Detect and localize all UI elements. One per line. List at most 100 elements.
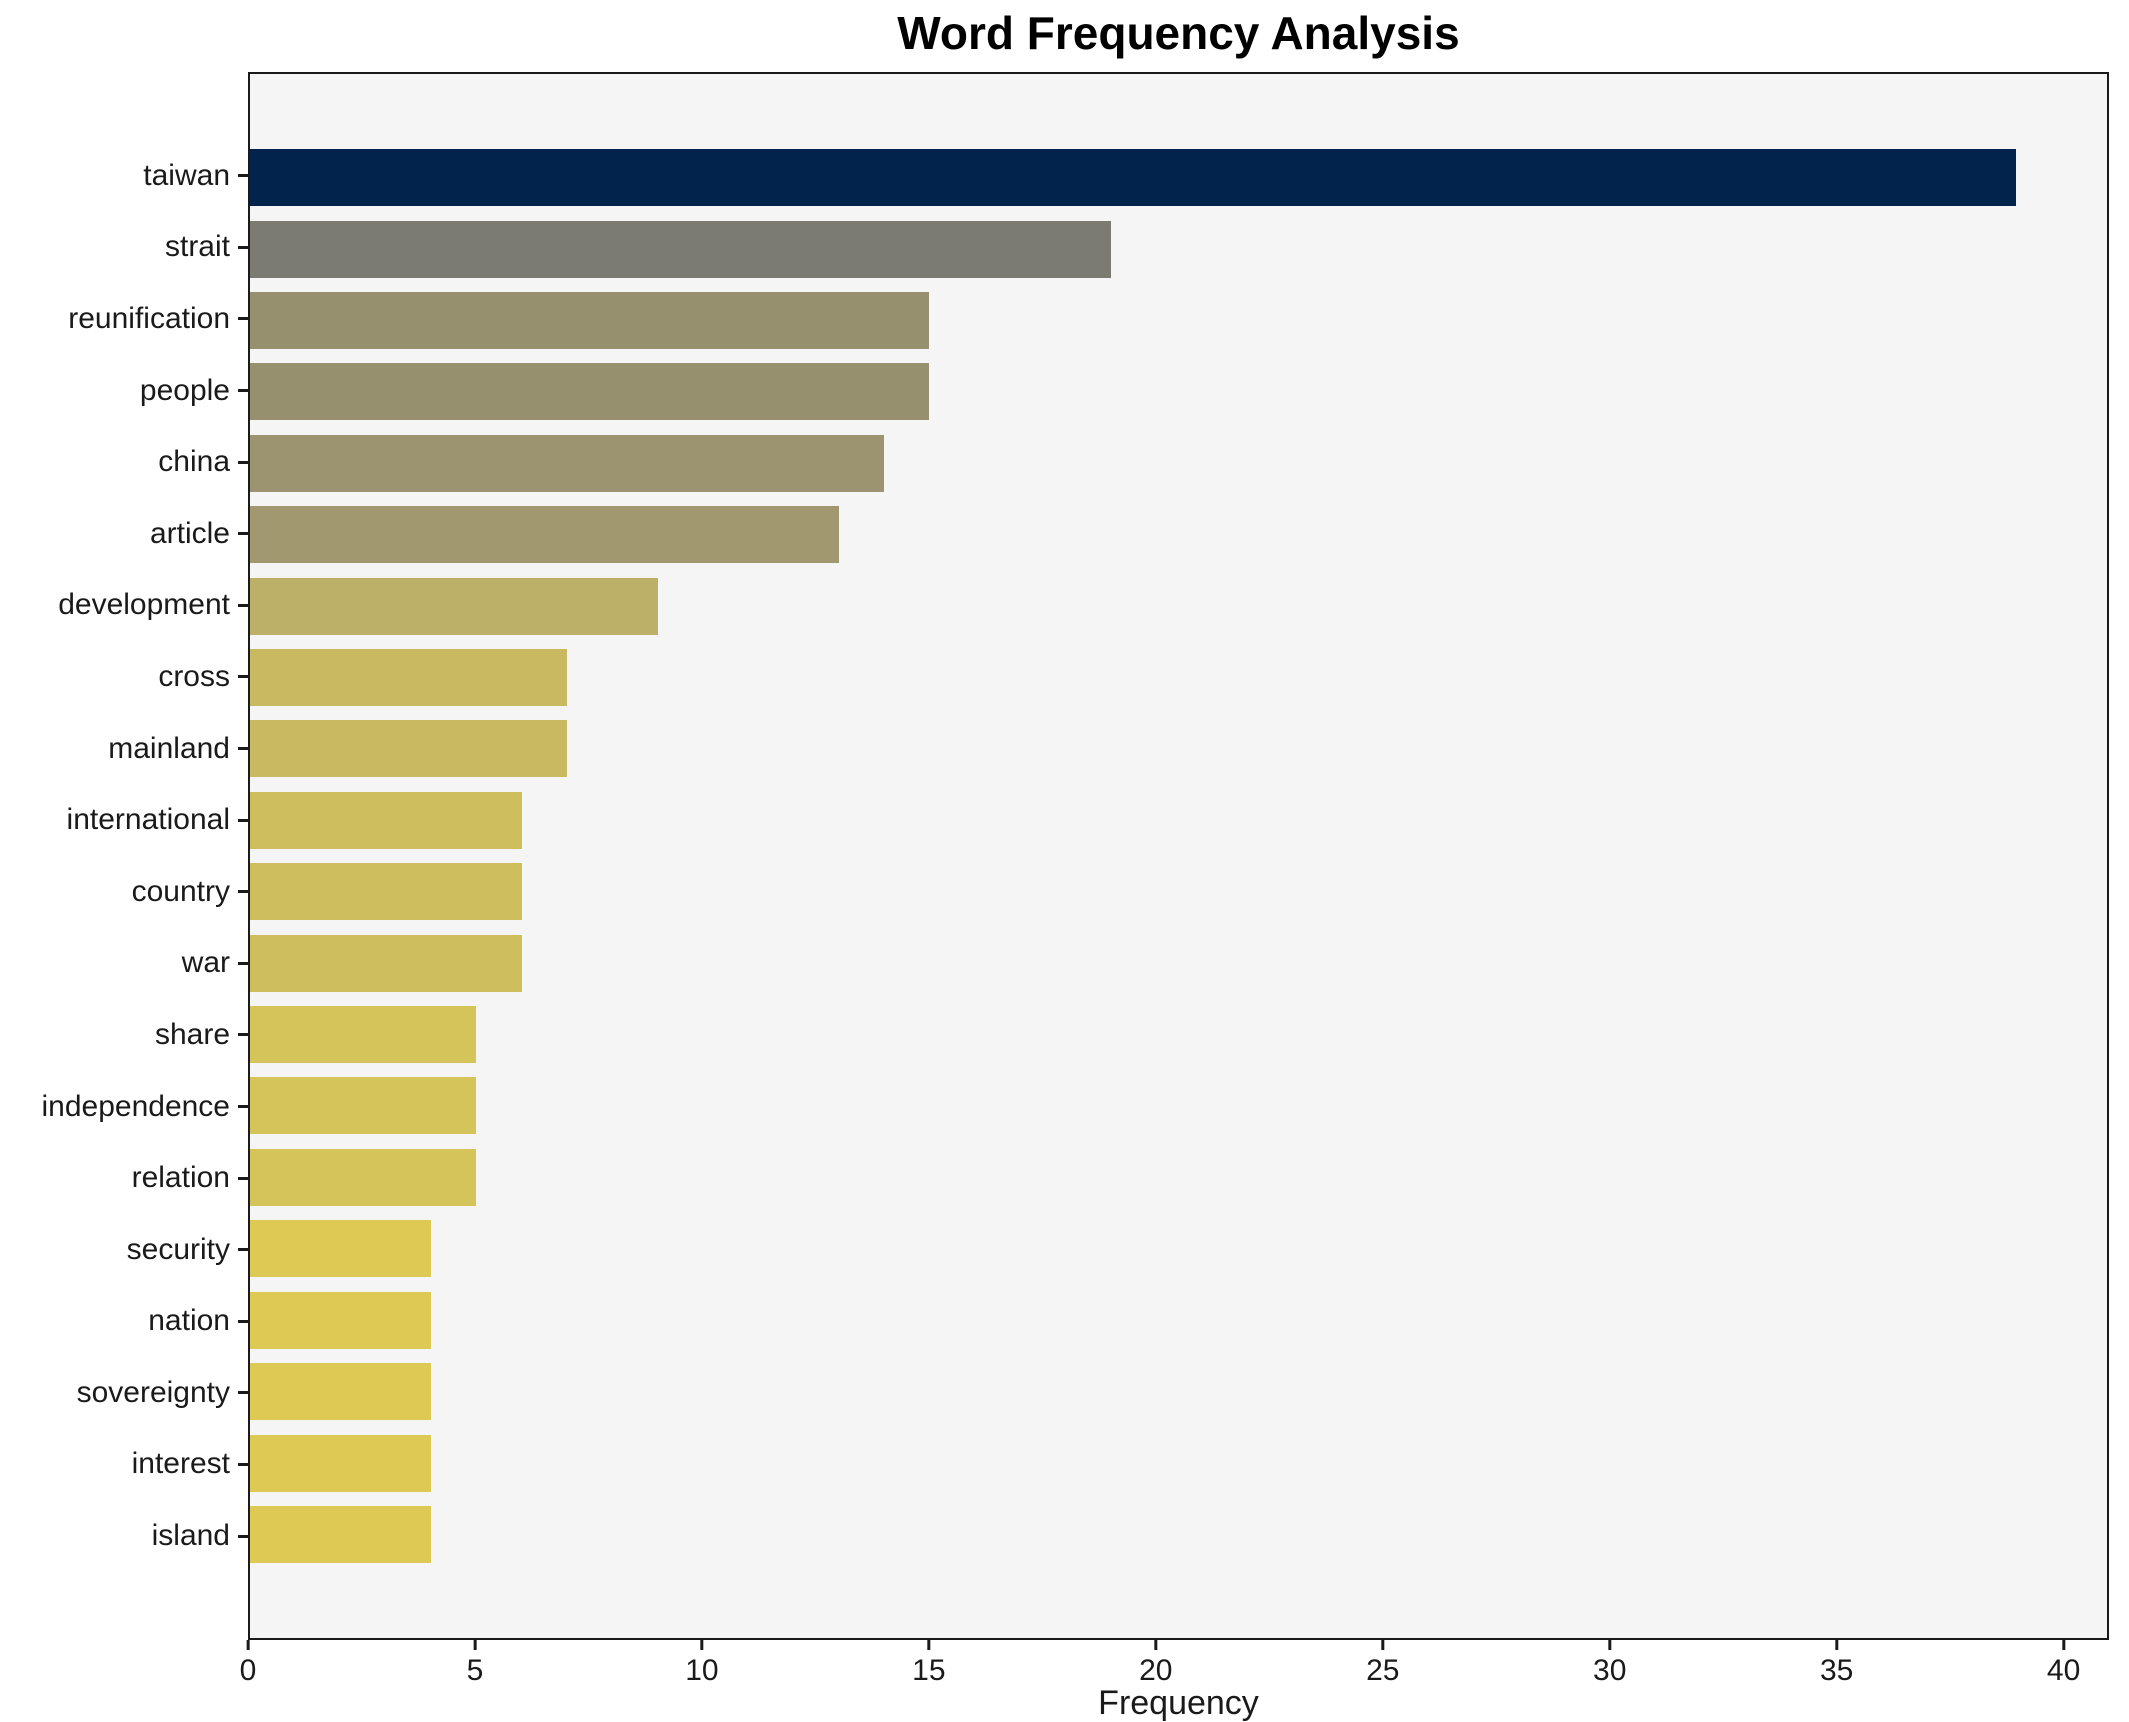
plot-area [248,72,2109,1640]
x-tick-mark [1381,1640,1385,1650]
bar-people [250,363,930,421]
bar-taiwan [250,149,2017,207]
x-axis-title: Frequency [1098,1684,1259,1722]
bar-interest [250,1434,432,1492]
x-tick-label: 25 [1366,1654,1400,1687]
x-tick-label: 40 [2046,1654,2081,1687]
x-tick-label: 30 [1593,1654,1627,1687]
y-tick-row-war: war [0,928,248,1000]
x-tick-mark [700,1640,704,1650]
bar-china [250,434,885,492]
y-tick-mark [238,818,248,822]
bar-strait [250,220,1111,278]
y-tick-mark [238,389,248,393]
y-tick-row-relation: relation [0,1142,248,1214]
bar-mainland [250,720,568,778]
y-tick-row-island: island [0,1500,248,1572]
y-tick-row-international: international [0,784,248,856]
y-tick-mark [238,603,248,607]
x-tick-40: 40 [2047,1640,2080,1688]
y-tick-label-reunification: reunification [68,301,230,335]
x-tick-0: 0 [240,1640,256,1688]
bar-island [250,1505,432,1563]
chart-title: Word Frequency Analysis [897,7,1460,59]
x-tick-label: 20 [1139,1654,1173,1687]
y-tick-row-mainland: mainland [0,713,248,785]
bar-row-cross [250,642,2107,713]
x-tick-5: 5 [466,1640,484,1688]
y-tick-mark [238,1391,248,1395]
y-tick-mark [238,1462,248,1466]
bar-development [250,577,658,635]
x-tick-mark [246,1640,250,1650]
bar-cross [250,649,568,707]
y-tick-label-relation: relation [131,1161,230,1195]
y-tick-row-share: share [0,999,248,1071]
bar-row-strait [250,213,2107,284]
bar-row-reunification [250,285,2107,356]
bar-row-china [250,428,2107,499]
y-tick-label-island: island [151,1519,230,1553]
bar-row-share [250,999,2107,1070]
y-tick-row-country: country [0,856,248,928]
bars-area [250,74,2107,1638]
x-tick-mark [1608,1640,1612,1650]
bar-row-article [250,499,2107,570]
y-tick-label-people: people [139,373,230,407]
x-tick-label: 35 [1819,1654,1854,1687]
x-tick-mark [473,1640,477,1650]
bar-article [250,506,839,564]
bar-international [250,791,522,849]
y-tick-mark [238,961,248,965]
bar-row-country [250,856,2107,927]
bar-row-taiwan [250,142,2107,213]
bar-sovereignty [250,1363,432,1421]
x-tick-label: 10 [685,1654,719,1687]
bar-row-independence [250,1070,2107,1141]
y-tick-label-share: share [154,1017,230,1051]
bar-reunification [250,292,930,350]
x-tick-mark [2062,1640,2066,1650]
y-tick-label-international: international [66,803,230,837]
y-tick-row-independence: independence [0,1071,248,1143]
y-tick-row-reunification: reunification [0,283,248,355]
bar-country [250,863,522,921]
bar-row-mainland [250,713,2107,784]
y-tick-row-article: article [0,498,248,570]
bar-independence [250,1077,477,1135]
y-tick-label-mainland: mainland [108,731,230,765]
y-tick-mark [238,1033,248,1037]
y-tick-mark [238,675,248,679]
x-tick-label: 5 [466,1654,484,1687]
y-tick-row-china: china [0,426,248,498]
y-tick-row-development: development [0,570,248,642]
y-tick-label-security: security [126,1232,230,1266]
bar-row-relation [250,1142,2107,1213]
y-tick-row-taiwan: taiwan [0,140,248,212]
y-tick-label-article: article [149,516,230,550]
y-tick-mark [238,1534,248,1538]
x-tick-label: 15 [912,1654,946,1687]
y-tick-label-china: china [158,445,230,479]
y-axis: taiwan strait reunification people china arti… [0,72,248,1640]
x-tick-25: 25 [1366,1640,1399,1688]
x-tick-35: 35 [1820,1640,1853,1688]
y-tick-mark [238,245,248,249]
y-tick-row-interest: interest [0,1429,248,1501]
y-tick-label-independence: independence [41,1089,230,1123]
x-tick-mark [1154,1640,1158,1650]
bar-row-development [250,570,2107,641]
bar-security [250,1220,432,1278]
y-tick-mark [238,460,248,464]
bar-row-people [250,356,2107,427]
y-tick-row-nation: nation [0,1286,248,1358]
bar-share [250,1006,477,1064]
x-tick-20: 20 [1139,1640,1172,1688]
x-tick-30: 30 [1593,1640,1626,1688]
y-tick-mark [238,1105,248,1109]
bar-row-security [250,1213,2107,1284]
y-tick-label-strait: strait [164,230,230,264]
y-tick-row-strait: strait [0,212,248,284]
bar-row-nation [250,1285,2107,1356]
y-tick-mark [238,317,248,321]
